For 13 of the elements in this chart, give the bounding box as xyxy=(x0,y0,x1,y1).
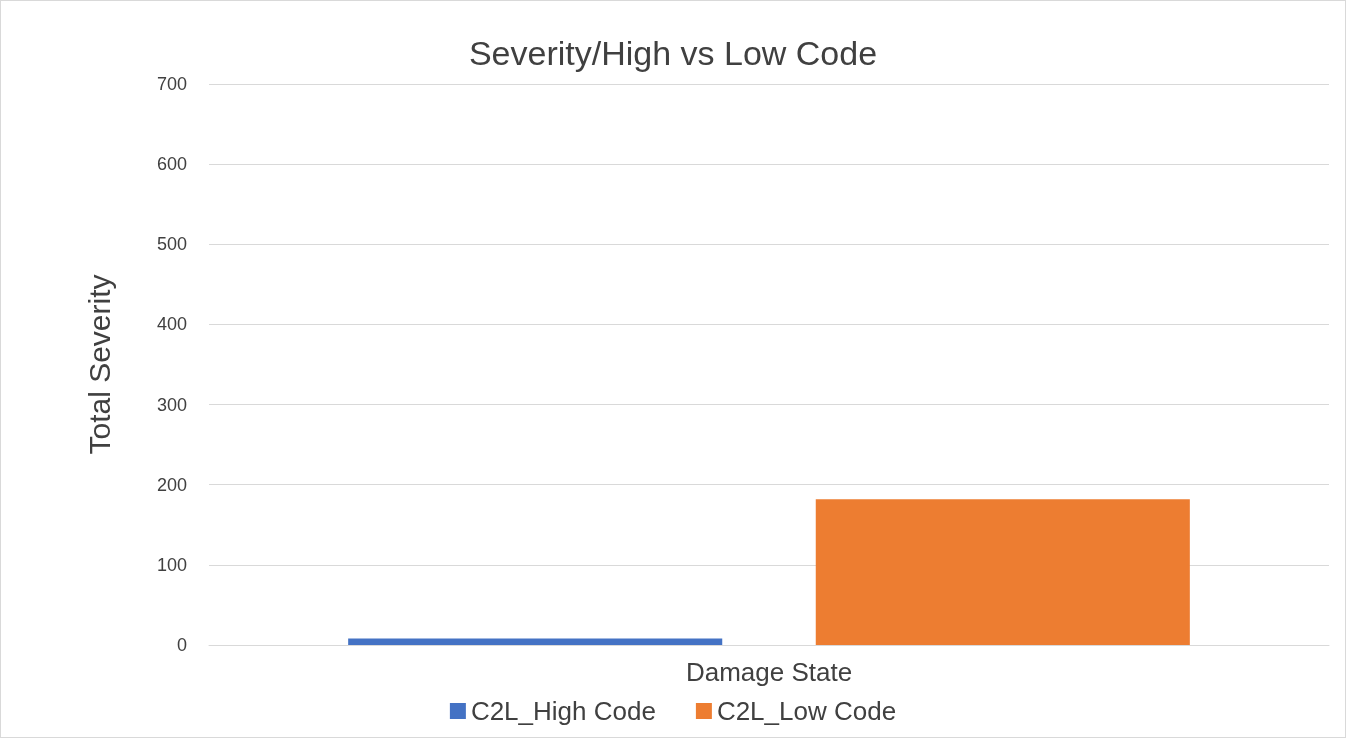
y-tick-label: 600 xyxy=(156,154,187,175)
y-tick-label: 200 xyxy=(156,474,187,495)
legend-label: C2L_High Code xyxy=(470,696,656,726)
x-tick-label: Damage State xyxy=(685,657,853,687)
chart-title: Severity/High vs Low Code xyxy=(468,34,878,72)
y-tick-label: 400 xyxy=(156,314,187,335)
y-tick-label: 700 xyxy=(156,74,187,94)
legend-label: C2L_Low Code xyxy=(716,696,897,726)
y-tick-label: 500 xyxy=(156,234,187,255)
y-axis-title: Total Severity xyxy=(82,274,116,455)
y-tick-label: 0 xyxy=(176,635,187,655)
y-tick-label: 300 xyxy=(156,394,187,415)
y-tick-label: 100 xyxy=(156,554,187,575)
